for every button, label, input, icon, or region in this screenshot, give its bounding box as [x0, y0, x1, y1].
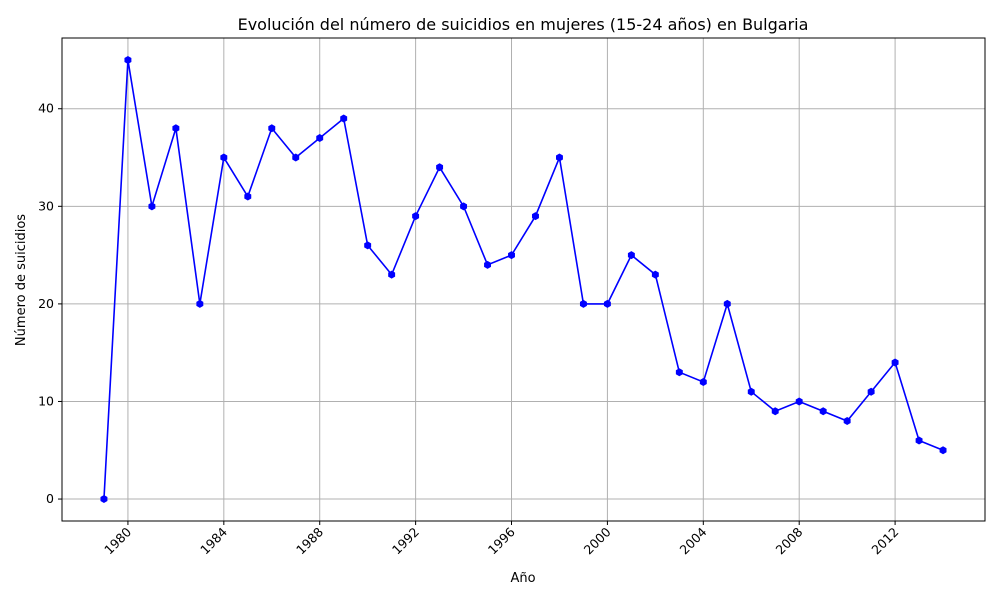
data-point: [915, 436, 923, 445]
data-point: [364, 241, 372, 250]
data-point: [124, 55, 132, 64]
data-point: [579, 299, 587, 308]
data-point: [675, 368, 683, 377]
grid-lines: [62, 38, 985, 521]
data-point: [196, 299, 204, 308]
data-point: [556, 153, 563, 162]
data-point: [244, 192, 252, 201]
plot-frame: [61, 37, 986, 522]
data-point: [843, 416, 851, 425]
y-tick-label: 30: [38, 198, 54, 213]
data-point: [460, 202, 468, 211]
data-point: [268, 124, 276, 133]
y-tick-label: 0: [46, 491, 54, 506]
data-point: [867, 387, 875, 396]
y-tick-label: 10: [38, 393, 54, 408]
x-tick-label: 2004: [677, 524, 710, 557]
data-point: [651, 270, 659, 279]
data-point: [532, 212, 539, 221]
x-tick-label: 1984: [197, 524, 230, 557]
data-point: [939, 446, 947, 455]
data-point: [819, 407, 827, 416]
y-tick-label: 20: [38, 296, 54, 311]
data-points: [100, 55, 947, 504]
data-point: [723, 299, 731, 308]
x-tick-label: 2012: [868, 524, 901, 557]
x-tick-label: 1988: [293, 524, 326, 557]
data-point: [795, 397, 803, 406]
data-point: [316, 134, 324, 143]
data-point: [100, 495, 108, 504]
data-point: [292, 153, 300, 162]
x-tick-label: 2000: [581, 524, 614, 557]
data-point: [412, 212, 420, 221]
series-line: [103, 59, 944, 500]
y-axis-label: Número de suicidios: [14, 214, 29, 346]
data-point: [603, 299, 611, 308]
data-point: [891, 358, 899, 367]
data-point: [172, 124, 180, 133]
data-point: [771, 407, 779, 416]
x-tick-label: 2008: [772, 524, 805, 557]
data-point: [747, 387, 755, 396]
x-tick-label: 1992: [389, 524, 422, 557]
x-tick-label: 1980: [101, 524, 134, 557]
data-point: [508, 251, 515, 260]
x-tick-label: 1996: [485, 524, 518, 557]
data-point: [388, 270, 396, 279]
data-point: [220, 153, 228, 162]
data-point: [627, 251, 635, 260]
data-point: [436, 163, 444, 172]
data-point: [340, 114, 348, 123]
x-axis-label: Año: [510, 571, 535, 586]
data-point: [484, 260, 491, 269]
axis-ticks: 1980 1984 1988 1992 1996 2000 2004 2008 2012 0 10 2…: [38, 101, 901, 558]
chart-title: Evolución del número de suicidios en muj…: [238, 15, 809, 34]
data-point: [699, 377, 707, 386]
data-point: [148, 202, 156, 211]
y-tick-label: 40: [38, 101, 54, 116]
